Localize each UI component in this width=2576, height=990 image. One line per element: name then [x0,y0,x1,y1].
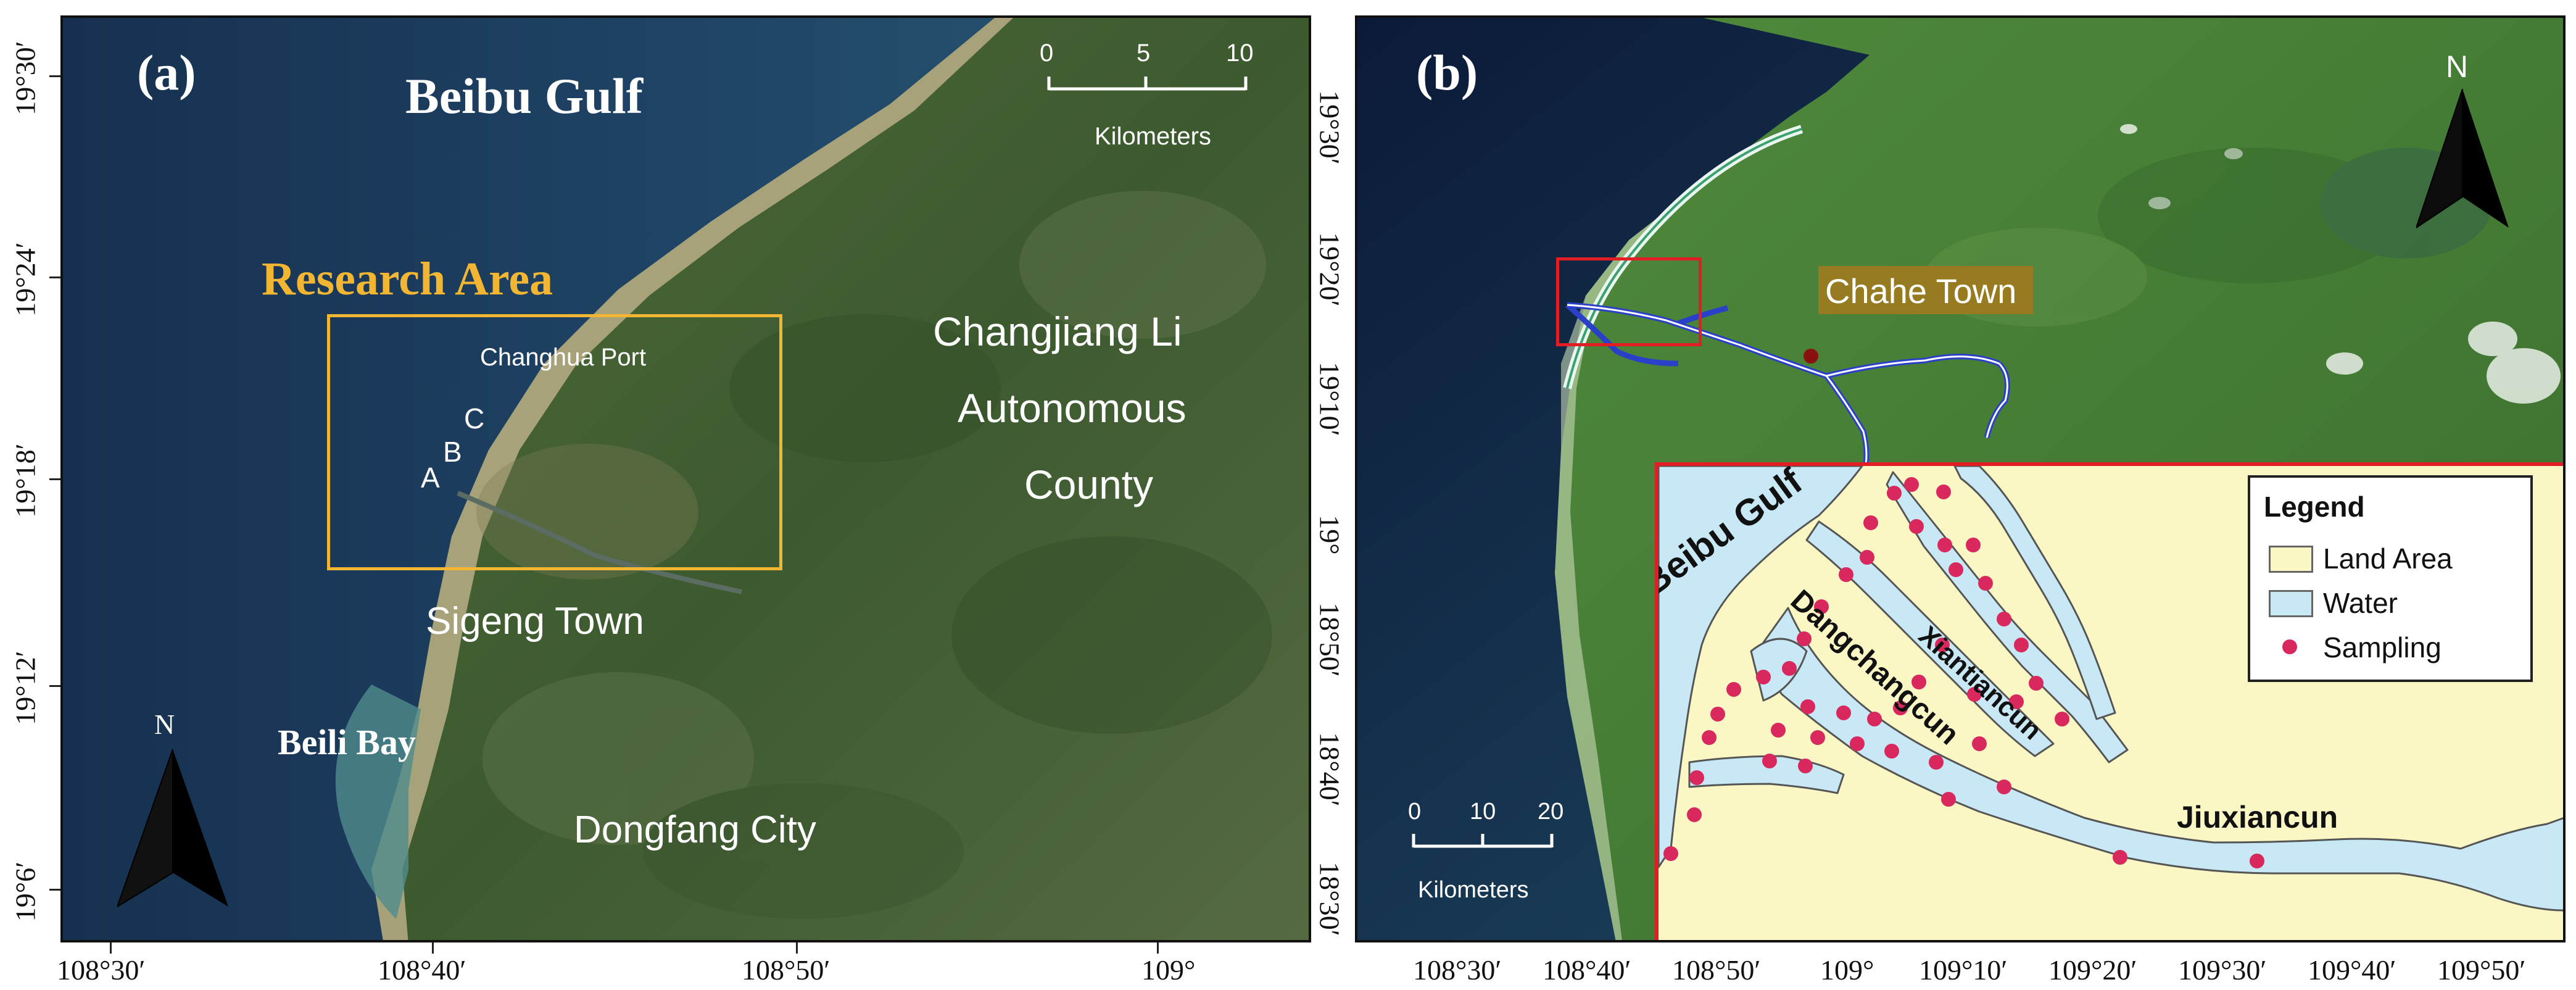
a-x-label-0: 108°30′ [57,954,146,986]
b-y-label-6: 18°30′ [1314,862,1346,936]
scale-a-tick-0: 0 [1040,40,1054,67]
locator-box [1556,257,1702,346]
point-b-label: B [443,436,462,468]
scale-a-tick-10: 10 [1226,40,1254,67]
legend-label-sampling: Sampling [2323,631,2441,663]
scale-b-tick-20: 20 [1538,799,1564,825]
b-x-label-3: 109° [1820,954,1874,986]
scale-a-unit: Kilometers [1095,123,1211,150]
changhua-port-label: Changhua Port [480,344,647,371]
legend-title: Legend [2264,491,2365,523]
chahe-town-label: Chahe Town [1825,272,2017,310]
beibu-gulf-label: Beibu Gulf [405,68,644,124]
a-y-label-3: 19°12′ [9,651,41,725]
research-area-box [327,314,782,570]
north-arrow-icon-a [117,749,228,908]
sigeng-town-label: Sigeng Town [426,600,644,643]
chahe-town-box [1818,266,2033,314]
a-x-label-2: 108°50′ [742,954,830,986]
a-y-label-0: 19°30′ [9,41,41,115]
legend-swatch-land [2269,546,2313,573]
county-label-line3: County [1024,462,1154,507]
a-x-label-3: 109° [1141,954,1196,986]
panel-b-tag: (b) [1416,44,1478,101]
b-x-label-1: 108°40′ [1543,954,1631,986]
inset-waterways [1659,466,2563,912]
b-y-label-4: 18°50′ [1314,602,1346,677]
a-xtick-1 [110,942,112,954]
panel-b-map: (b) Chahe Town N 0 10 20 Kilometers [1355,15,2566,942]
a-y-label-4: 19°6′ [9,861,41,922]
b-x-label-4: 109°10′ [1919,954,2008,986]
a-xtick-3 [796,942,798,954]
legend-label-land: Land Area [2323,543,2453,575]
a-ytick-3 [49,685,60,687]
panel-a-tag: (a) [137,44,196,101]
scale-bar-a [1047,77,1248,91]
panel-a-map: (a) Beibu Gulf Research Area Changhua Po… [60,15,1311,942]
inset-jiuxiancun-label: Jiuxiancun [2177,800,2338,834]
satellite-image-a [63,18,1309,940]
a-ytick-2 [49,478,60,480]
county-label-line2: Autonomous [958,385,1187,431]
a-xtick-2 [432,942,434,954]
north-label-a: N [154,709,175,740]
scale-b-unit: Kilometers [1418,877,1529,903]
point-c-label: C [464,402,485,435]
a-ytick-1 [49,277,60,278]
north-arrow-icon-b [2416,89,2509,229]
b-x-label-0: 108°30′ [1413,954,1502,986]
north-label-b: N [2446,49,2469,84]
b-x-label-2: 108°50′ [1672,954,1761,986]
scale-bar-b [1412,834,1554,848]
a-y-label-1: 19°24′ [9,242,41,317]
beili-bay-label: Beili Bay [278,722,416,762]
b-y-label-2: 19°10′ [1314,362,1346,436]
scale-b-tick-0: 0 [1408,799,1422,825]
b-y-label-0: 19°30′ [1314,90,1346,165]
legend-box: Legend Land Area Water Sampling [2248,475,2533,682]
a-ytick-4 [49,889,60,891]
b-y-label-3: 19° [1314,515,1346,555]
b-x-label-5: 109°20′ [2048,954,2137,986]
a-ytick-0 [49,75,60,77]
a-y-label-2: 19°18′ [9,443,41,518]
point-a-label: A [421,462,440,494]
inset-map: Beibu Gulf Dangchangcun Xiantiancun Jiux… [1655,462,2563,940]
scale-b-tick-10: 10 [1470,799,1496,825]
b-y-label-5: 18°40′ [1314,732,1346,807]
b-x-label-6: 109°30′ [2178,954,2267,986]
county-label-line1: Changjiang Li [933,309,1182,354]
scale-a-tick-5: 5 [1137,40,1151,67]
a-x-label-1: 108°40′ [378,954,466,986]
research-area-label: Research Area [262,253,553,305]
b-x-label-8: 109°50′ [2437,954,2526,986]
b-y-label-1: 19°20′ [1314,232,1346,307]
a-xtick-4 [1157,942,1159,954]
legend-swatch-water [2269,590,2313,617]
legend-swatch-sampling [2282,639,2297,654]
dongfang-city-label: Dongfang City [574,809,816,851]
b-x-label-7: 109°40′ [2308,954,2396,986]
legend-label-water: Water [2323,587,2398,619]
